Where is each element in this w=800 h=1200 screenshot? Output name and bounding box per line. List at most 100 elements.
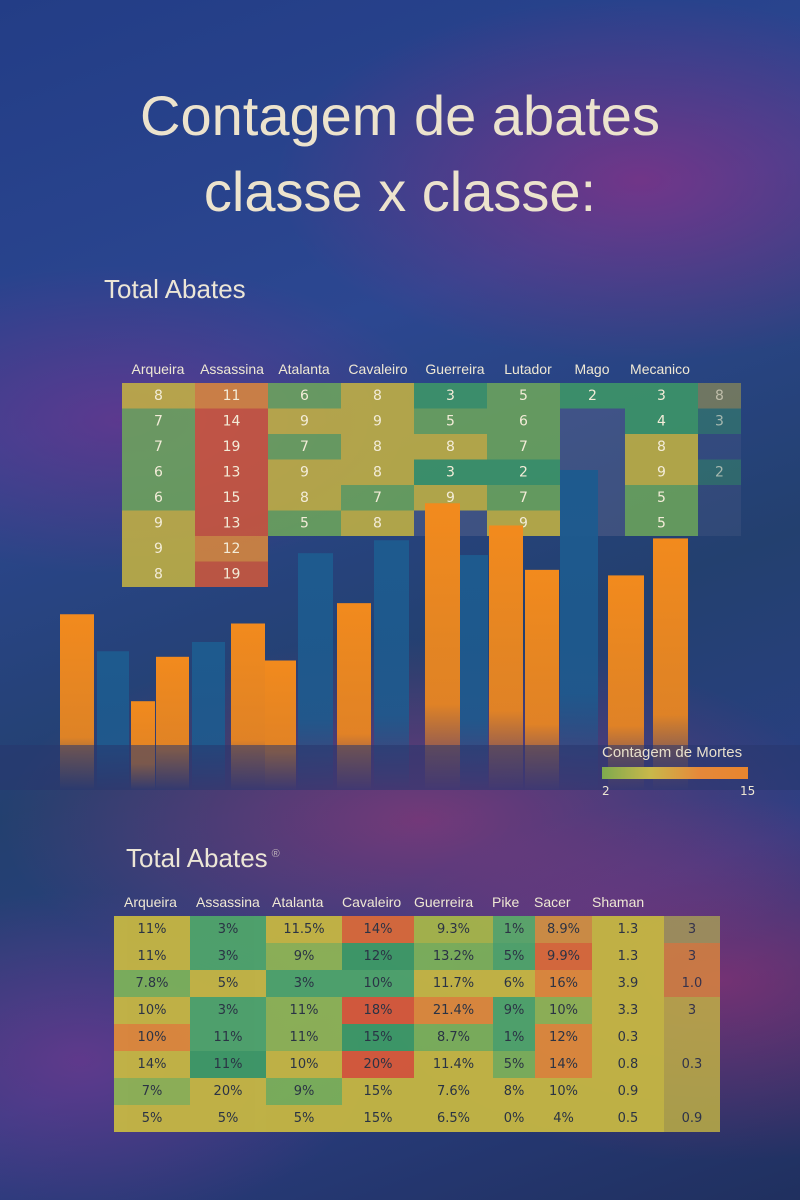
top-cell-bg: [625, 459, 698, 485]
top-cell-value: 8: [373, 465, 382, 481]
bottom-heatmap-row: 14% 11% 10% 20% 11.4% 5% 14% 0.8 0.3: [114, 1051, 720, 1078]
top-cell-value: 7: [519, 490, 528, 506]
top-header-guerreira: Guerreira: [425, 361, 484, 377]
bottom-cell: 3%: [190, 916, 266, 943]
bottom-cell: 5%: [190, 1105, 266, 1132]
chart-title-line-1: Contagem de abates: [140, 84, 660, 147]
top-cell-bg: [414, 408, 487, 434]
top-cell-value: 9: [519, 516, 528, 532]
top-cell-bg: [268, 434, 341, 460]
top-cell-value: 6: [300, 388, 309, 404]
bottom-cell: 11%: [114, 916, 190, 943]
bottom-cell: 11.4%: [414, 1051, 493, 1078]
bottom-cell: 9%: [266, 1078, 342, 1105]
top-cell-bg: [625, 510, 698, 536]
chart-title-line-2: classe x classe:: [203, 160, 597, 223]
bottom-cell: 12%: [535, 1024, 592, 1051]
bottom-cell: 11%: [266, 997, 342, 1024]
top-cell-bg: [195, 561, 268, 587]
top-cell-bg: [487, 383, 560, 409]
top-cell-bg: [487, 408, 560, 434]
color-legend: Contagem de Mortes 2 15: [602, 744, 762, 798]
top-cell-bg: [487, 459, 560, 485]
bottom-cell: 20%: [342, 1051, 414, 1078]
bottom-cell: 11.5%: [266, 916, 342, 943]
bottom-cell: 11%: [114, 943, 190, 970]
top-cell-value: 2: [588, 388, 597, 404]
bottom-cell: 7%: [114, 1078, 190, 1105]
bottom-cell: 0%: [493, 1105, 535, 1132]
bottom-cell: 1%: [493, 1024, 535, 1051]
top-cell-value: 9: [300, 465, 309, 481]
top-cell-value: 7: [300, 439, 309, 455]
top-cell-value: 8: [154, 567, 163, 583]
top-cell-bg: [698, 459, 741, 485]
bottom-cell: 10%: [114, 1024, 190, 1051]
top-cell-bg: [341, 459, 414, 485]
top-cell-bg: [625, 485, 698, 511]
bottom-cell: 14%: [114, 1051, 190, 1078]
top-cell-value: 6: [154, 490, 163, 506]
top-cell-bg: [625, 434, 698, 460]
legend-gradient: [602, 767, 748, 779]
top-cell-bg: [487, 434, 560, 460]
legend-min: 2: [602, 784, 610, 798]
top-heatmap-title: Total Abates: [104, 274, 246, 304]
bottom-cell: 3: [664, 997, 720, 1024]
bottom-heatmap-row: 7% 20% 9% 15% 7.6% 8% 10% 0.9: [114, 1078, 720, 1105]
top-cell-bg: [195, 485, 268, 511]
top-cell-value: 6: [519, 414, 528, 430]
top-cell-bg: [560, 383, 625, 409]
bottom-cell: 3%: [190, 943, 266, 970]
bottom-cell: 0.9: [592, 1078, 664, 1105]
bottom-cell: 0.5: [592, 1105, 664, 1132]
bottom-cell: 3%: [266, 970, 342, 997]
bar-orange: [425, 503, 460, 790]
top-header-mago: Mago: [574, 361, 609, 377]
bottom-cell: 15%: [342, 1105, 414, 1132]
bottom-cell: 7.8%: [114, 970, 190, 997]
top-cell-bg: [122, 434, 195, 460]
title-mark: ®: [271, 848, 280, 861]
bottom-cell: 7.6%: [414, 1078, 493, 1105]
bottom-cell: [664, 1024, 720, 1051]
bottom-cell: 0.9: [664, 1105, 720, 1132]
top-cell-value: 5: [519, 388, 528, 404]
bottom-cell: 9.9%: [535, 943, 592, 970]
bottom-cell: 0.3: [592, 1024, 664, 1051]
top-cell-bg: [122, 459, 195, 485]
top-cell-value: 7: [373, 490, 382, 506]
bottom-cell: 1.0: [664, 970, 720, 997]
bottom-cell: 1.3: [592, 943, 664, 970]
top-cell-bg: [414, 434, 487, 460]
top-cell-value: 13: [223, 465, 241, 481]
bottom-heatmap-row: 10% 11% 11% 15% 8.7% 1% 12% 0.3: [114, 1024, 720, 1051]
top-cell-value: 9: [657, 465, 666, 481]
top-header-assassina: Assassina: [200, 361, 264, 377]
bottom-cell: 5%: [266, 1105, 342, 1132]
top-cell-bg: [122, 510, 195, 536]
top-cell-value: 4: [657, 414, 666, 430]
bottom-cell: [664, 1078, 720, 1105]
bottom-header-assassina: Assassina: [196, 894, 260, 910]
bottom-cell: 12%: [342, 943, 414, 970]
bottom-cell: 11%: [190, 1024, 266, 1051]
bottom-cell: 11%: [266, 1024, 342, 1051]
top-cell-bg: [122, 485, 195, 511]
top-cell-bg: [195, 510, 268, 536]
bottom-heatmap-row: 10% 3% 11% 18% 21.4% 9% 10% 3.3 3: [114, 997, 720, 1024]
bottom-cell: 15%: [342, 1024, 414, 1051]
top-cell-value: 9: [373, 414, 382, 430]
bottom-cell: 3.9: [592, 970, 664, 997]
bottom-heatmap-row: 11% 3% 9% 12% 13.2% 5% 9.9% 1.3 3: [114, 943, 720, 970]
legend-max: 15: [740, 784, 756, 798]
bottom-cell: 3: [664, 943, 720, 970]
bottom-heatmap-row: 11% 3% 11.5% 14% 9.3% 1% 8.9% 1.3 3: [114, 916, 720, 943]
bottom-cell: 18%: [342, 997, 414, 1024]
top-cell-bg: [195, 536, 268, 562]
top-cell-bg: [195, 459, 268, 485]
top-cell-value: 3: [657, 388, 666, 404]
top-cell-value: 9: [300, 414, 309, 430]
top-cell-value: 3: [446, 388, 455, 404]
bottom-cell: 9%: [493, 997, 535, 1024]
